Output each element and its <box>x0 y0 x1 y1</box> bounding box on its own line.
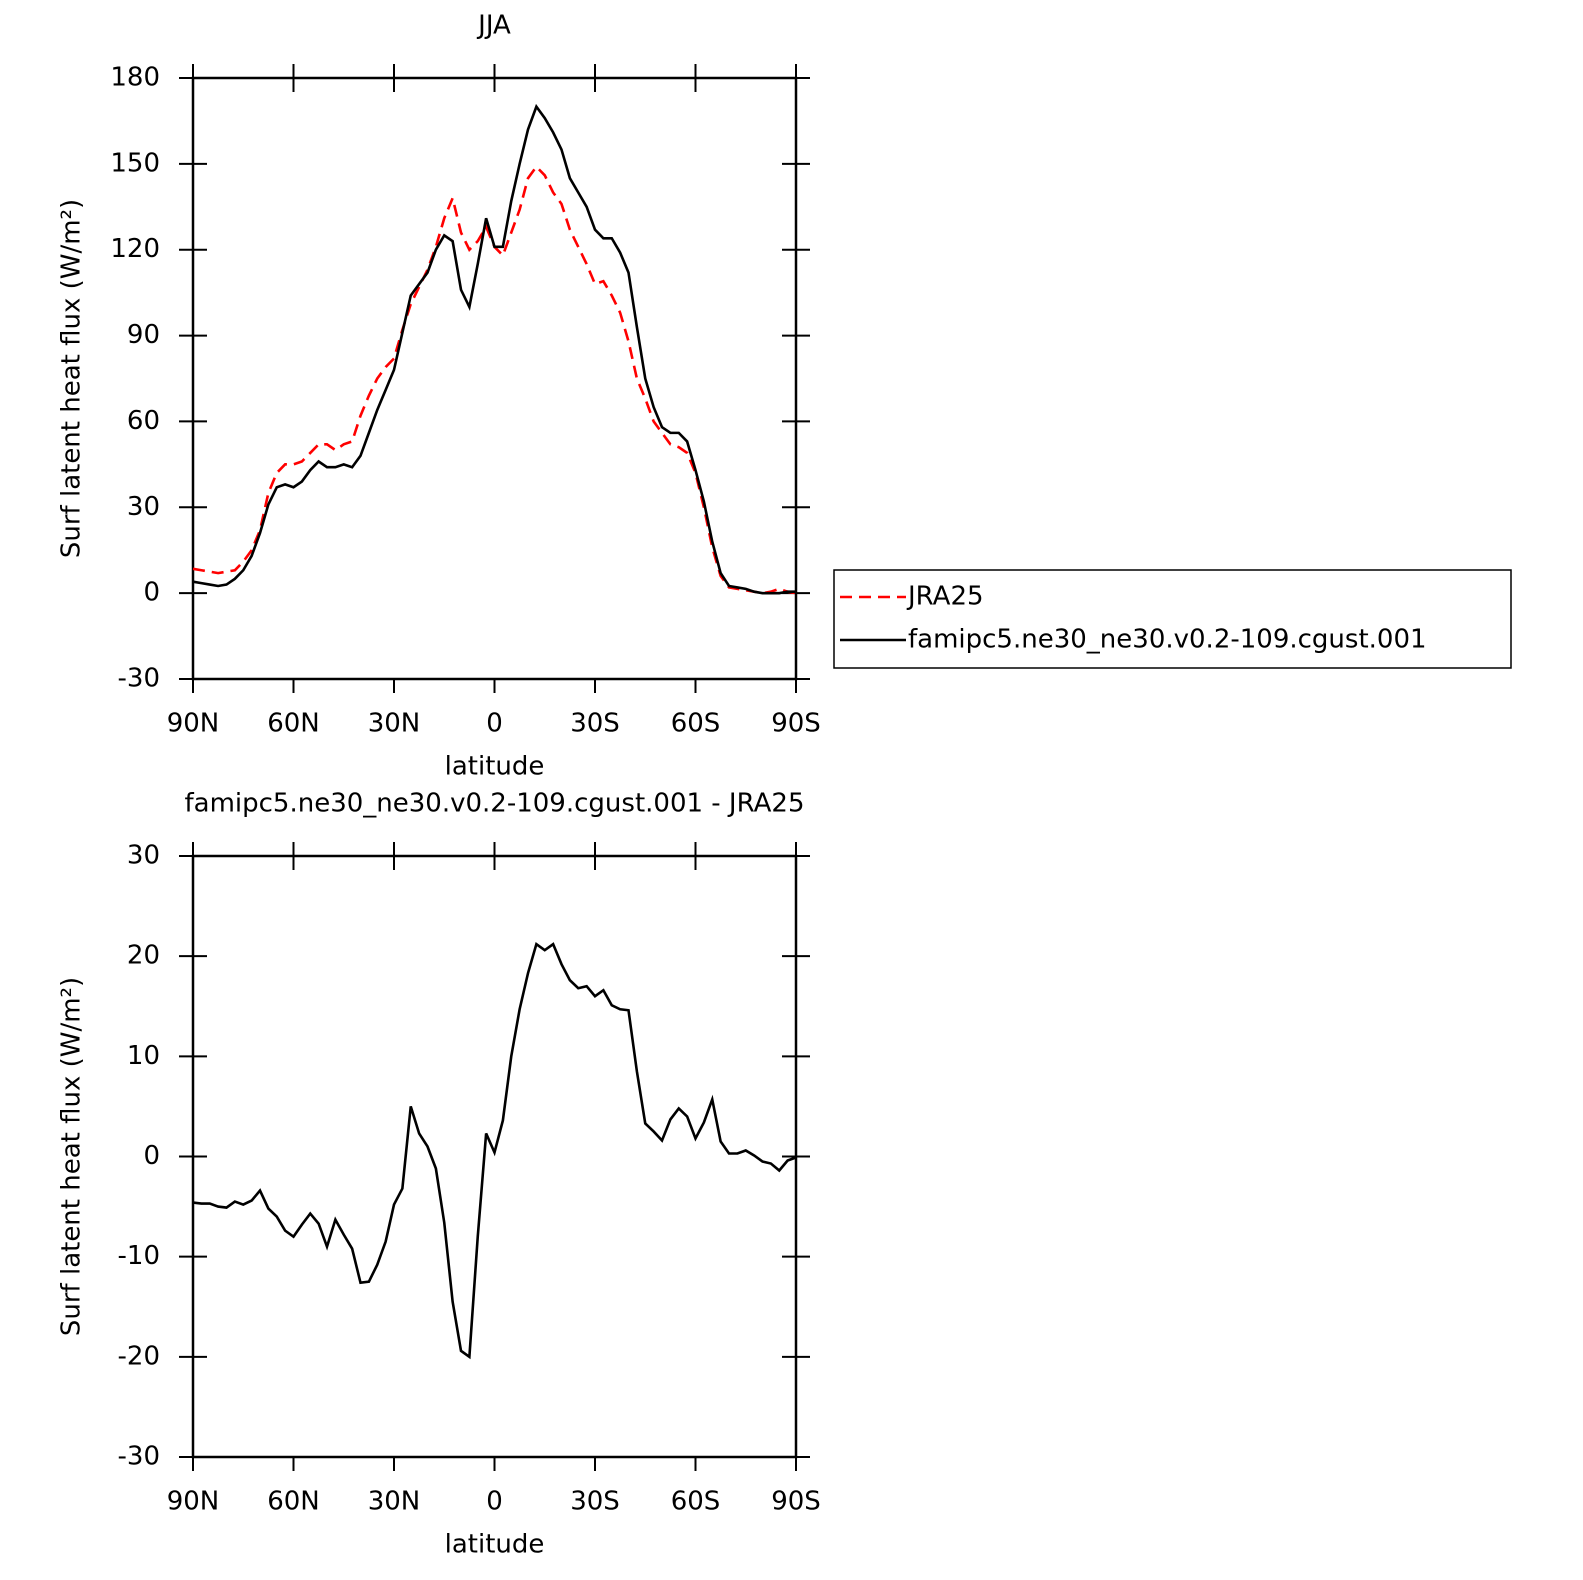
y-tick-label: -30 <box>118 1442 160 1472</box>
x-tick-label: 90S <box>771 709 821 739</box>
y-tick-label: 0 <box>143 1141 160 1171</box>
x-tick-label: 30N <box>368 1487 421 1517</box>
x-tick-label: 60S <box>671 709 721 739</box>
y-tick-label: 180 <box>110 63 160 93</box>
y-tick-label: 30 <box>127 492 160 522</box>
plot-frame <box>191 854 798 1459</box>
data-line <box>192 164 797 595</box>
y-tick-label: -20 <box>118 1341 160 1371</box>
legend-label: famipc5.ne30_ne30.v0.2-109.cgust.001 <box>908 625 1427 655</box>
legend-box <box>833 569 1512 669</box>
x-tick-label: 90S <box>771 1487 821 1517</box>
y-tick-label: 150 <box>110 148 160 178</box>
y-tick-label: 90 <box>127 320 160 350</box>
chart-title: JJA <box>476 11 511 41</box>
plot-frame <box>191 76 798 681</box>
x-tick-label: 0 <box>486 709 503 739</box>
y-tick-label: 0 <box>143 578 160 608</box>
y-tick-label: -30 <box>118 664 160 694</box>
legend-label: JRA25 <box>906 582 984 612</box>
x-tick-label: 60S <box>671 1487 721 1517</box>
x-tick-label: 30N <box>368 709 421 739</box>
y-axis-label: Surf latent heat flux (W/m²) <box>57 977 87 1336</box>
x-tick-label: 60N <box>267 709 320 739</box>
y-tick-label: 10 <box>127 1041 160 1071</box>
y-tick-label: 120 <box>110 234 160 264</box>
x-axis-label: latitude <box>445 1530 545 1560</box>
x-tick-label: 0 <box>486 1487 503 1517</box>
y-tick-label: 20 <box>127 941 160 971</box>
x-tick-label: 30S <box>570 1487 620 1517</box>
x-tick-label: 60N <box>267 1487 320 1517</box>
x-tick-label: 90N <box>167 709 220 739</box>
x-axis-label: latitude <box>445 752 545 782</box>
x-tick-label: 30S <box>570 709 620 739</box>
data-line <box>192 103 796 595</box>
y-axis-label: Surf latent heat flux (W/m²) <box>57 199 87 558</box>
x-tick-label: 90N <box>167 1487 220 1517</box>
y-tick-label: 30 <box>127 841 160 871</box>
data-line <box>192 942 797 1360</box>
y-tick-label: 60 <box>127 406 160 436</box>
chart-title: famipc5.ne30_ne30.v0.2-109.cgust.001 - J… <box>184 789 804 819</box>
y-tick-label: -10 <box>118 1241 160 1271</box>
